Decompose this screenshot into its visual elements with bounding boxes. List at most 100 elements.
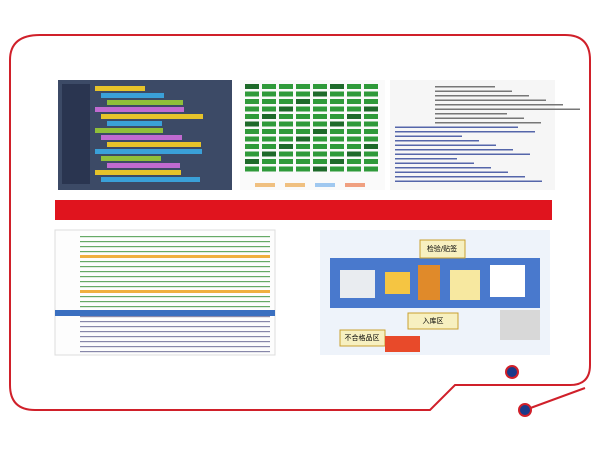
flow-node (385, 272, 410, 294)
decor (395, 180, 542, 182)
decor (279, 159, 293, 164)
decor (347, 136, 361, 142)
decor (279, 121, 293, 127)
decor (279, 114, 293, 119)
flow-node (419, 239, 466, 259)
decor (262, 166, 276, 172)
decor (330, 114, 344, 119)
decor (364, 84, 378, 89)
decor (101, 177, 200, 182)
decor (279, 106, 293, 112)
decor (435, 113, 507, 115)
decor (262, 91, 276, 97)
decor (330, 106, 344, 112)
decor (296, 159, 310, 164)
decor (80, 241, 270, 243)
decor (245, 136, 259, 142)
decor (296, 144, 310, 149)
decor (80, 316, 270, 318)
decor (395, 176, 525, 178)
decor (107, 100, 183, 105)
decor (245, 114, 259, 119)
decor (347, 121, 361, 127)
decor (80, 281, 270, 283)
decor (364, 159, 378, 164)
decor (435, 117, 524, 119)
decor (313, 144, 327, 149)
decor (435, 99, 546, 101)
decor (364, 166, 378, 172)
decor (262, 136, 276, 142)
decor (262, 144, 276, 149)
decor (80, 276, 270, 278)
connector (524, 387, 586, 411)
decor (364, 136, 378, 142)
decor (313, 106, 327, 112)
green-grid (245, 84, 378, 187)
decor (296, 121, 310, 127)
decor (279, 144, 293, 149)
decor (101, 114, 203, 119)
decor (107, 121, 162, 126)
decor (364, 151, 378, 157)
decor (95, 128, 163, 133)
decor (435, 90, 512, 92)
decor (262, 151, 276, 157)
decor (296, 114, 310, 119)
decor (313, 166, 327, 172)
decor (435, 104, 563, 106)
decor (55, 310, 275, 316)
decor (313, 84, 327, 89)
decor (80, 286, 270, 288)
decor (330, 136, 344, 142)
decor (245, 106, 259, 112)
decor (313, 121, 327, 127)
flow-node (407, 312, 459, 330)
decor (80, 321, 270, 323)
decor (364, 91, 378, 97)
decor (330, 151, 344, 157)
decor (80, 251, 270, 253)
decor (245, 151, 259, 157)
decor (279, 129, 293, 134)
decor (347, 106, 361, 112)
decor (245, 159, 259, 164)
decor (262, 114, 276, 119)
decor (80, 290, 270, 293)
decor (330, 99, 344, 104)
dot (518, 403, 532, 417)
decor (279, 84, 293, 89)
flow-node (490, 265, 525, 297)
decor (315, 183, 335, 187)
decor (80, 261, 270, 263)
decor (245, 99, 259, 104)
decor (279, 91, 293, 97)
decor (95, 170, 181, 175)
decor (107, 163, 180, 168)
decor (395, 126, 518, 128)
decor (245, 91, 259, 97)
decor (395, 158, 457, 160)
flow-label: 检验/贴签 (427, 244, 457, 253)
decor (395, 149, 513, 151)
flow-node (418, 265, 440, 300)
decor (296, 84, 310, 89)
decor (285, 183, 305, 187)
flow-node (340, 270, 375, 298)
decor (245, 166, 259, 172)
decor (395, 131, 535, 133)
decor (296, 99, 310, 104)
decor (364, 144, 378, 149)
decor (101, 156, 161, 161)
decor (80, 296, 270, 298)
blocks (62, 84, 203, 184)
decor (245, 129, 259, 134)
decor (80, 326, 270, 328)
decor (313, 151, 327, 157)
sheet-rows (55, 236, 275, 353)
decor (296, 106, 310, 112)
decor (107, 142, 201, 147)
decor (435, 95, 529, 97)
decor (347, 159, 361, 164)
decor (395, 153, 530, 155)
